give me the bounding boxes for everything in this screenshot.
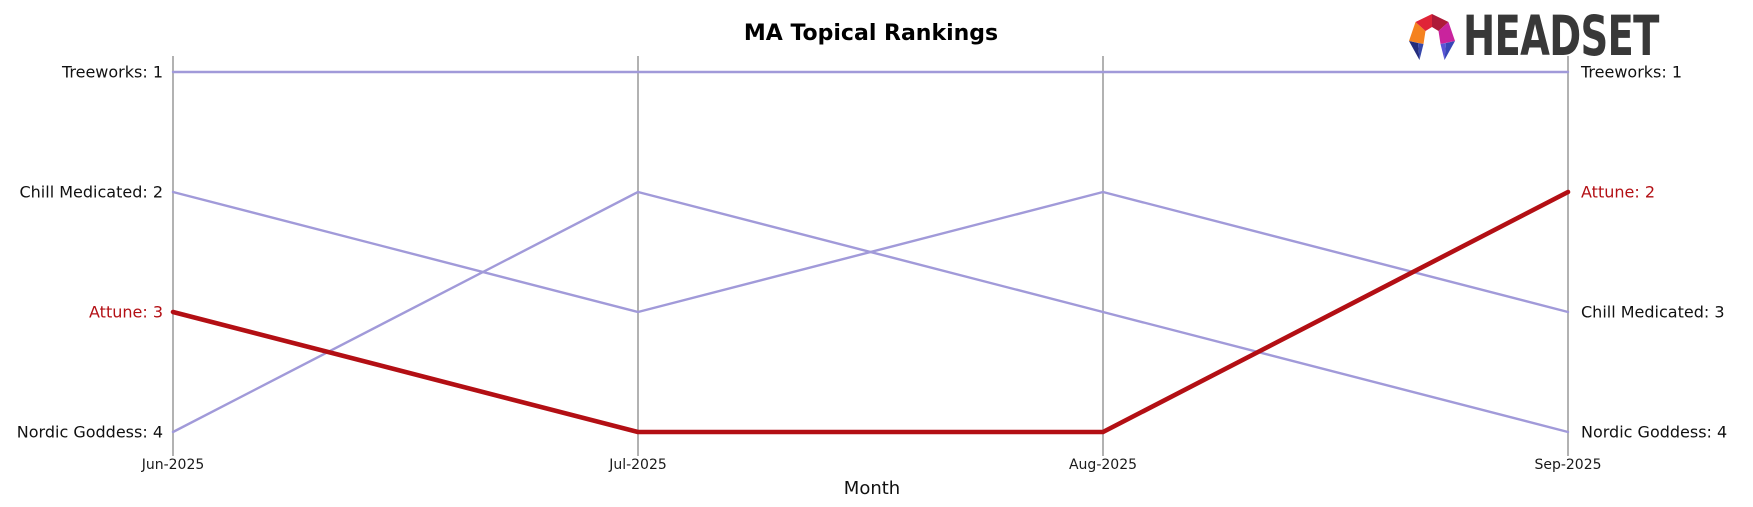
rank-label-left-nordic-goddess: Nordic Goddess: 4 [16, 422, 163, 442]
logo-facet-magenta [1438, 21, 1456, 44]
logo-facet-blue-inner [1418, 42, 1424, 60]
rank-label-left-attune: Attune: 3 [89, 302, 163, 322]
headset-logo-icon [1409, 13, 1456, 60]
headset-logo-text: HEADSET [1463, 4, 1660, 68]
logo-facet-blue [1444, 40, 1456, 60]
x-tick-label-sep-2025: Sep-2025 [1534, 457, 1602, 473]
logo-facet-orange [1409, 21, 1426, 44]
logo-facet-indigo [1440, 42, 1447, 60]
chart-title: MA Topical Rankings [743, 21, 999, 46]
x-tick-label-jun-2025: Jun-2025 [141, 457, 205, 473]
logo-facet-crimson [1432, 13, 1449, 31]
series-line-attune [170, 189, 1571, 435]
logo-facet-red [1415, 13, 1433, 31]
series-line-nordic-goddess [171, 190, 1570, 434]
x-tick-label-aug-2025: Aug-2025 [1068, 457, 1138, 473]
rank-label-right-nordic-goddess: Nordic Goddess: 4 [1581, 422, 1728, 442]
rank-label-left-treeworks: Treeworks: 1 [61, 62, 163, 82]
logo-facet-navy [1409, 40, 1420, 60]
rank-label-right-treeworks: Treeworks: 1 [1581, 62, 1683, 82]
x-tick-label-jul-2025: Jul-2025 [609, 457, 667, 473]
x-axis-label: Month [843, 478, 901, 499]
rank-label-right-chill-medicated: Chill Medicated: 3 [1581, 302, 1725, 322]
rank-label-right-attune: Attune: 2 [1581, 182, 1655, 202]
headset-logo: HEADSET [1406, 9, 1743, 64]
rank-label-left-chill-medicated: Chill Medicated: 2 [19, 182, 163, 202]
